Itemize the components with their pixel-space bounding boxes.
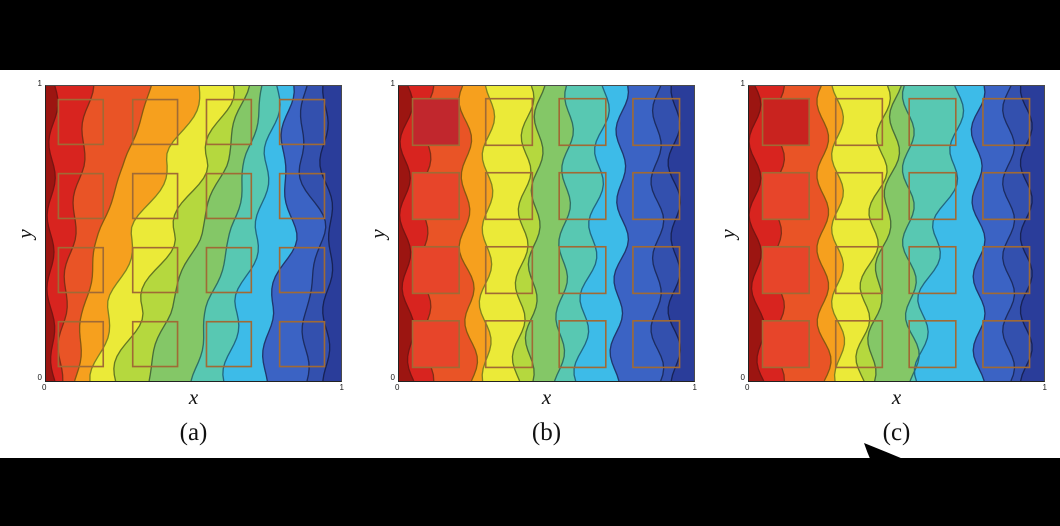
inclusion-square xyxy=(411,97,460,147)
inclusion-square xyxy=(761,245,810,295)
subplot-c: 1 0 0 1 y x (c) xyxy=(716,80,1048,447)
inclusion-square xyxy=(484,171,534,221)
inclusion-square xyxy=(57,98,105,146)
inclusion-square xyxy=(484,320,534,369)
inclusion-square xyxy=(57,320,105,368)
inclusion-square xyxy=(834,171,884,221)
inclusion-square xyxy=(57,172,105,220)
contour-canvas-b xyxy=(398,85,695,382)
y-tick-0-c: 0 xyxy=(740,373,745,382)
inclusion-square xyxy=(131,320,179,368)
subplot-caption-c: (c) xyxy=(882,419,911,446)
inclusion-square xyxy=(57,246,105,294)
x-tick-1-c: 1 xyxy=(1042,383,1047,392)
inclusion-square xyxy=(558,97,607,147)
inclusion-square xyxy=(205,172,253,220)
inclusion-square xyxy=(205,320,253,368)
y-axis-label-b: y xyxy=(365,228,390,239)
x-tick-1-b: 1 xyxy=(692,383,697,392)
inclusion-square xyxy=(908,245,957,295)
subplot-caption-a: (a) xyxy=(179,419,208,446)
y-tick-1-c: 1 xyxy=(740,79,745,88)
inclusion-square xyxy=(908,97,957,147)
inclusion-square xyxy=(982,97,1031,147)
y-axis-label-c: y xyxy=(715,228,740,239)
inclusion-square xyxy=(131,172,179,220)
inclusion-square xyxy=(982,171,1031,221)
inclusion-square xyxy=(834,97,884,147)
inclusion-square xyxy=(131,246,179,294)
inclusion-square xyxy=(834,320,884,369)
y-tick-0-a: 0 xyxy=(37,373,42,382)
contour-canvas-c xyxy=(748,85,1045,382)
inclusion-square xyxy=(131,98,179,146)
inclusion-square xyxy=(205,246,253,294)
inclusion-square xyxy=(558,320,607,369)
inclusion-square xyxy=(484,245,534,295)
inclusion-square xyxy=(632,245,681,295)
x-axis-label-c: x xyxy=(891,385,902,409)
inclusion-square xyxy=(411,245,460,295)
x-tick-1-a: 1 xyxy=(339,383,344,392)
x-axis-label-b: x xyxy=(541,385,552,409)
inclusion-square xyxy=(982,320,1031,369)
x-tick-0-c: 0 xyxy=(745,383,750,392)
inclusion-square xyxy=(632,320,681,369)
inclusion-square xyxy=(632,171,681,221)
inclusion-square xyxy=(982,245,1031,295)
figure-area: 1 0 0 1 y x (a) 1 0 0 1 y x (b) 1 0 0 1 … xyxy=(0,70,1060,458)
inclusion-square xyxy=(761,171,810,221)
x-tick-0-a: 0 xyxy=(42,383,47,392)
inclusion-square xyxy=(761,97,810,147)
inclusion-square xyxy=(484,97,534,147)
inclusion-square xyxy=(278,98,326,146)
y-tick-0-b: 0 xyxy=(390,373,395,382)
subplot-caption-b: (b) xyxy=(531,419,562,446)
inclusion-square xyxy=(558,245,607,295)
inclusion-square xyxy=(761,320,810,369)
inclusion-square xyxy=(278,246,326,294)
inclusion-square xyxy=(278,320,326,368)
inclusion-square xyxy=(632,97,681,147)
top-letterbox-bar xyxy=(0,0,1060,70)
inclusion-square xyxy=(411,320,460,369)
inclusion-square xyxy=(908,171,957,221)
inclusion-square xyxy=(411,171,460,221)
subplot-a: 1 0 0 1 y x (a) xyxy=(13,80,345,447)
inclusion-square xyxy=(558,171,607,221)
inclusion-square xyxy=(908,320,957,369)
y-tick-1-b: 1 xyxy=(390,79,395,88)
inclusion-square xyxy=(278,172,326,220)
x-axis-label-a: x xyxy=(188,385,199,409)
subplot-b: 1 0 0 1 y x (b) xyxy=(366,80,698,447)
inclusion-square xyxy=(834,245,884,295)
contour-canvas-a xyxy=(45,85,342,382)
x-tick-0-b: 0 xyxy=(395,383,400,392)
y-tick-1-a: 1 xyxy=(37,79,42,88)
y-axis-label-a: y xyxy=(12,228,37,239)
inclusion-square xyxy=(205,98,253,146)
bottom-letterbox-bar xyxy=(0,458,1060,526)
